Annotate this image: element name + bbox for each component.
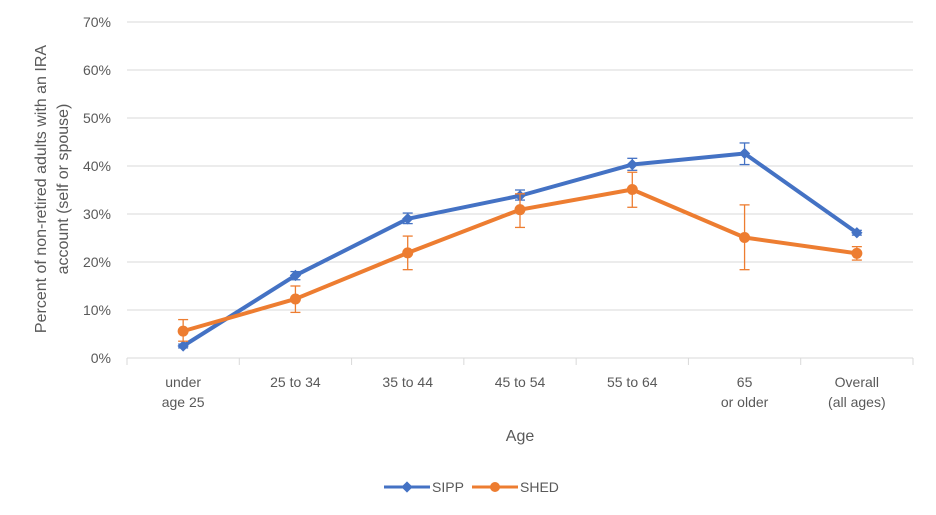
sipp-line xyxy=(181,151,859,348)
sipp-point xyxy=(851,227,863,239)
legend-sipp-label: SIPP xyxy=(432,479,464,495)
shed-point xyxy=(851,247,863,259)
series-group xyxy=(177,142,863,352)
x-tick-label: 45 to 54 xyxy=(495,374,546,390)
shed-point xyxy=(402,247,414,259)
legend-sipp-marker xyxy=(401,481,413,493)
shed-point xyxy=(514,204,526,216)
x-tick-label: 25 to 34 xyxy=(270,374,321,390)
legend-item-shed: SHED xyxy=(472,479,559,495)
x-tick-label: 55 to 64 xyxy=(607,374,658,390)
shed-point xyxy=(739,232,751,244)
y-axis: 0% 10% 20% 30% 40% 50% 60% 70% xyxy=(83,14,111,366)
y-tick-label: 0% xyxy=(91,350,111,366)
y-tick-label: 40% xyxy=(83,158,111,174)
shed-point xyxy=(177,325,189,337)
y-tick-label: 20% xyxy=(83,254,111,270)
y-tick-label: 30% xyxy=(83,206,111,222)
x-tick-label: 65 xyxy=(737,374,753,390)
x-axis-title: Age xyxy=(506,428,535,445)
x-axis: under age 25 25 to 34 35 to 44 45 to 54 55 to… xyxy=(126,357,914,410)
sipp-point xyxy=(402,213,414,225)
legend-shed-label: SHED xyxy=(520,479,559,495)
shed-point xyxy=(289,293,301,305)
shed-point xyxy=(626,184,638,196)
legend-item-sipp: SIPP xyxy=(384,479,464,495)
y-tick-label: 70% xyxy=(83,14,111,30)
y-tick-label: 10% xyxy=(83,302,111,318)
x-tick-label: Overall xyxy=(835,374,879,390)
sipp-point xyxy=(177,340,189,352)
gridlines xyxy=(127,21,913,311)
y-tick-label: 60% xyxy=(83,62,111,78)
x-tick-label: 35 to 44 xyxy=(382,374,433,390)
sipp-point xyxy=(289,269,302,282)
x-tick-label: (all ages) xyxy=(828,394,886,410)
y-axis-title-line-2: account (self or spouse) xyxy=(55,104,72,275)
sipp-point xyxy=(626,158,638,171)
legend: SIPP SHED xyxy=(384,479,559,495)
y-axis-title-line-1: Percent of non-retired adults with an IR… xyxy=(33,45,50,333)
y-tick-label: 50% xyxy=(83,110,111,126)
x-tick-label: or older xyxy=(721,394,769,410)
sipp-point xyxy=(738,147,751,160)
legend-shed-marker xyxy=(490,482,500,492)
x-tick-label: under xyxy=(165,374,201,390)
x-tick-label: age 25 xyxy=(162,394,205,410)
